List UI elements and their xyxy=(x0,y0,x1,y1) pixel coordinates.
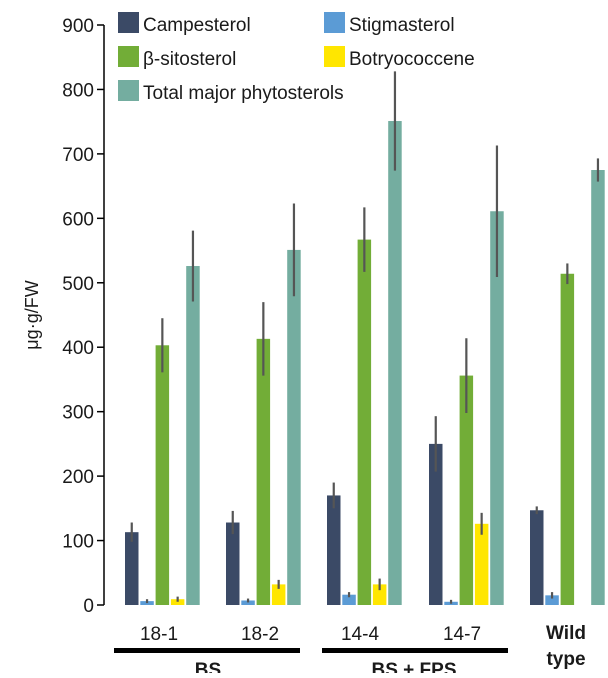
y-tick-label: 600 xyxy=(62,209,94,230)
bar-stigmasterol-wild-type xyxy=(545,595,559,605)
bar-stigmasterol-14-4 xyxy=(342,594,356,605)
y-tick-label: 500 xyxy=(62,274,94,295)
bar-total-major-phytosterols-14-7 xyxy=(490,211,504,605)
group-label-bs-fps: BS + FPS xyxy=(372,660,457,673)
bar-campesterol-14-4 xyxy=(327,495,341,605)
legend-label-campesterol: Campesterol xyxy=(143,15,251,36)
y-tick-label: 200 xyxy=(62,467,94,488)
bar-sitosterol-14-7 xyxy=(459,375,474,605)
bar-sitosterol-wild-type xyxy=(560,273,575,605)
bar-total-major-phytosterols-18-1 xyxy=(186,266,200,605)
x-tick-label-wild: Wild xyxy=(546,623,586,644)
legend-label-total-major-phytosterols: Total major phytosterols xyxy=(143,83,344,104)
bar-campesterol-18-2 xyxy=(226,522,240,605)
legend-swatch-campesterol xyxy=(118,12,139,33)
x-tick-label: 18-1 xyxy=(140,624,178,645)
group-label-bs: BS xyxy=(195,660,221,673)
bar-stigmasterol-18-2 xyxy=(241,600,255,605)
legend: Campesterol Stigmasterol β-sitosterol Botry… xyxy=(118,12,475,104)
bar-sitosterol-14-4 xyxy=(357,239,372,605)
bar-botryococcene-18-2 xyxy=(271,584,286,605)
bar-sitosterol-18-2 xyxy=(256,338,271,605)
y-tick-label: 400 xyxy=(62,338,94,359)
y-tick-label: 0 xyxy=(83,596,94,617)
legend-label-botryococcene: Botryococcene xyxy=(349,49,475,70)
bar-botryococcene-14-7 xyxy=(474,523,489,605)
y-axis-label: μg·g/FW xyxy=(22,280,42,349)
legend-label-sitosterol: β-sitosterol xyxy=(143,49,236,70)
y-tick-label: 100 xyxy=(62,532,94,553)
bar-botryococcene-18-1 xyxy=(170,599,185,605)
legend-swatch-botryococcene xyxy=(324,46,345,67)
y-tick-label: 800 xyxy=(62,80,94,101)
y-axis: 0 100 200 300 400 500 600 700 800 900 μg·g/FW xyxy=(22,16,105,617)
x-tick-label: 14-7 xyxy=(443,624,481,645)
bar-campesterol-wild-type xyxy=(530,510,544,605)
bar-total-major-phytosterols-wild-type xyxy=(591,170,605,605)
bar-campesterol-18-1 xyxy=(125,532,139,605)
bar-total-major-phytosterols-14-4 xyxy=(388,121,402,606)
x-tick-label: 14-4 xyxy=(341,624,379,645)
legend-swatch-sitosterol xyxy=(118,46,139,67)
group-bar-bs-fps xyxy=(322,648,508,653)
group-bar-bs xyxy=(114,648,300,653)
bar-botryococcene-14-4 xyxy=(372,584,387,605)
y-tick-label: 300 xyxy=(62,403,94,424)
legend-swatch-total-major-phytosterols xyxy=(118,80,139,101)
x-axis-labels: 18-1 18-2 14-4 14-7 Wild type BS BS + FPS xyxy=(114,623,586,678)
plot-area xyxy=(125,71,605,606)
y-tick-label: 900 xyxy=(62,16,94,37)
x-tick-label-type: type xyxy=(546,649,585,670)
bar-sitosterol-18-1 xyxy=(155,345,170,605)
legend-label-stigmasterol: Stigmasterol xyxy=(349,15,455,36)
legend-swatch-stigmasterol xyxy=(324,12,345,33)
bar-total-major-phytosterols-18-2 xyxy=(287,249,301,605)
bar-campesterol-14-7 xyxy=(429,443,443,605)
x-tick-label: 18-2 xyxy=(241,624,279,645)
y-tick-label: 700 xyxy=(62,145,94,166)
